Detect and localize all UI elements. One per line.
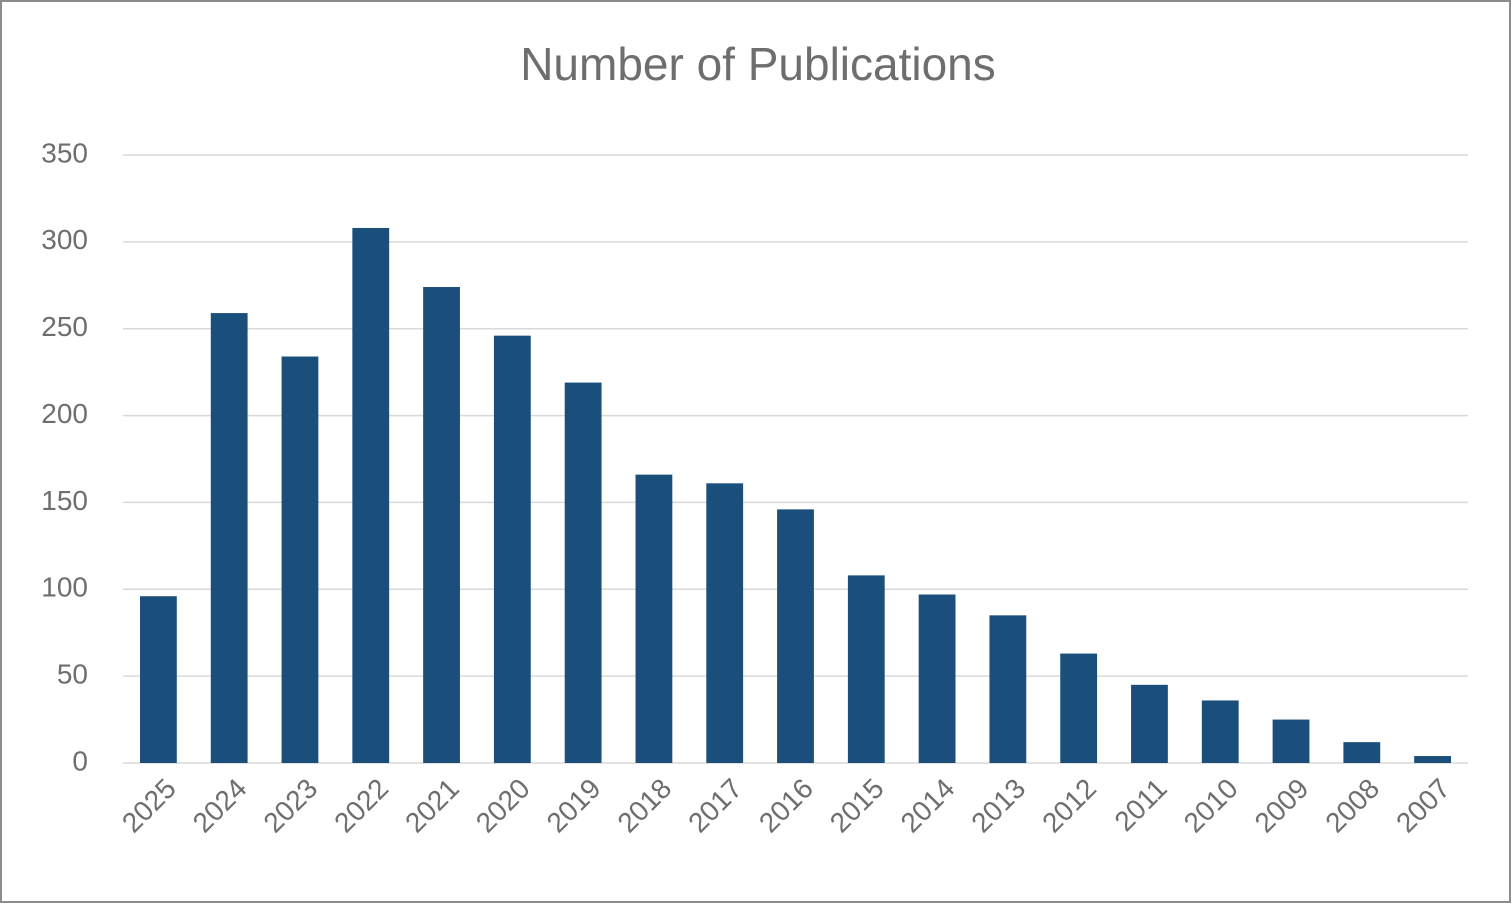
bar: [1343, 742, 1381, 763]
bar: [423, 287, 460, 763]
y-tick-label: 300: [41, 224, 88, 255]
bar: [706, 483, 744, 763]
chart-title: Number of Publications: [520, 38, 996, 90]
bar: [493, 335, 531, 763]
bar: [139, 596, 177, 763]
bar: [1131, 684, 1168, 763]
y-tick-label: 200: [41, 398, 88, 429]
bar: [635, 474, 673, 763]
y-tick-label: 250: [41, 311, 88, 342]
bar: [989, 615, 1027, 763]
y-tick-label: 0: [72, 745, 88, 776]
y-tick-label: 150: [41, 485, 88, 516]
bar: [281, 356, 319, 763]
y-tick-label: 50: [57, 659, 88, 690]
bar: [777, 509, 814, 763]
bar: [1060, 653, 1098, 763]
bar: [210, 313, 248, 763]
bar: [352, 227, 390, 763]
y-tick-label: 350: [41, 137, 88, 168]
bar: [1272, 719, 1310, 763]
bar: [847, 575, 885, 763]
bar: [1201, 700, 1239, 763]
bar: [918, 594, 956, 763]
bar: [1414, 756, 1452, 763]
y-tick-label: 100: [41, 572, 88, 603]
bar: [564, 382, 602, 763]
